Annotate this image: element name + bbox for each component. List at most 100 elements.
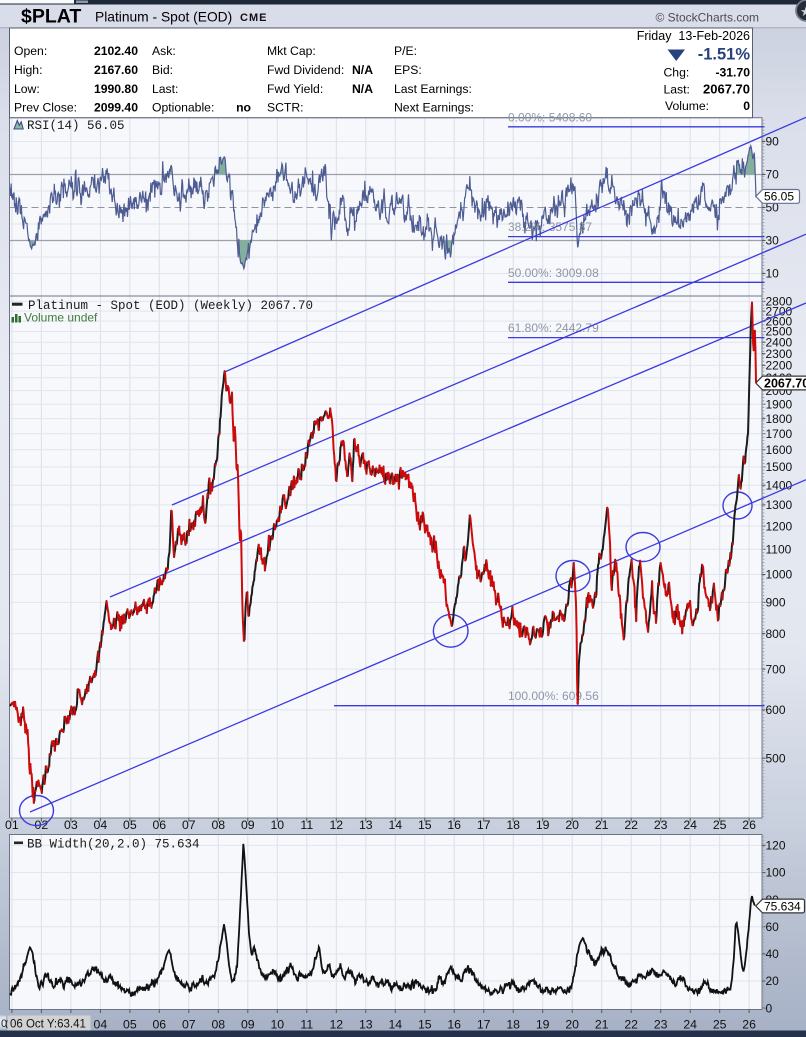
- svg-text:1300: 1300: [766, 498, 793, 512]
- svg-text:50.00%: 3009.08: 50.00%: 3009.08: [508, 266, 599, 280]
- svg-text:38.2%: 3575.37: 38.2%: 3575.37: [508, 220, 592, 234]
- svg-text:26: 26: [742, 818, 756, 832]
- svg-text:08: 08: [211, 818, 225, 832]
- svg-text:11: 11: [300, 1018, 313, 1032]
- svg-text:100.00%: 609.56: 100.00%: 609.56: [508, 689, 599, 703]
- svg-text:2102.40: 2102.40: [94, 44, 138, 58]
- svg-text:© StockCharts.com: © StockCharts.com: [655, 11, 759, 25]
- svg-text:Ask:: Ask:: [152, 44, 176, 58]
- svg-text:Volume:: Volume:: [665, 99, 709, 113]
- svg-text:70: 70: [766, 168, 780, 182]
- svg-text:High:: High:: [14, 63, 42, 77]
- svg-text:Platinum - Spot (EOD): Platinum - Spot (EOD): [95, 10, 232, 25]
- svg-text:23: 23: [654, 818, 668, 832]
- svg-text:10: 10: [766, 267, 780, 281]
- svg-text:2800: 2800: [766, 295, 793, 309]
- svg-text:03: 03: [64, 818, 78, 832]
- svg-text:2400: 2400: [766, 336, 793, 350]
- svg-text:1800: 1800: [766, 412, 793, 426]
- svg-text:13: 13: [359, 1018, 373, 1032]
- svg-text:EPS:: EPS:: [394, 63, 422, 77]
- svg-text:Platinum - Spot (EOD) (Weekly): Platinum - Spot (EOD) (Weekly) 2067.70: [28, 299, 313, 313]
- svg-text:100: 100: [766, 866, 786, 880]
- svg-text:06: 06: [152, 1018, 166, 1032]
- svg-text:30: 30: [766, 234, 780, 248]
- svg-text:2700: 2700: [766, 304, 793, 318]
- svg-text:22: 22: [624, 818, 638, 832]
- svg-text:$PLAT: $PLAT: [21, 6, 81, 28]
- svg-text:600: 600: [766, 703, 786, 717]
- svg-text:56.05: 56.05: [764, 190, 794, 204]
- svg-text:Bid:: Bid:: [152, 63, 173, 77]
- svg-text:21: 21: [595, 818, 609, 832]
- svg-text:09: 09: [241, 818, 255, 832]
- svg-text:Prev Close:: Prev Close:: [14, 101, 77, 115]
- svg-text:06 Oct Y:63.41: 06 Oct Y:63.41: [10, 1019, 86, 1031]
- svg-text:1500: 1500: [766, 460, 793, 474]
- svg-text:-31.70: -31.70: [715, 66, 750, 80]
- svg-text:08: 08: [211, 1018, 225, 1032]
- svg-text:50: 50: [766, 201, 780, 215]
- svg-text:04: 04: [94, 818, 108, 832]
- svg-text:Last:: Last:: [664, 83, 690, 97]
- svg-text:2500: 2500: [766, 325, 793, 339]
- svg-text:12: 12: [329, 1018, 343, 1032]
- svg-text:2167.60: 2167.60: [94, 63, 138, 77]
- svg-text:18: 18: [506, 1018, 520, 1032]
- svg-text:16: 16: [447, 1018, 461, 1032]
- svg-text:17: 17: [477, 1018, 491, 1032]
- svg-text:12: 12: [329, 818, 343, 832]
- svg-text:500: 500: [766, 752, 786, 766]
- svg-text:Last Earnings:: Last Earnings:: [394, 82, 472, 96]
- svg-text:Optionable:: Optionable:: [152, 101, 214, 115]
- svg-text:BB Width(20,2.0) 75.634: BB Width(20,2.0) 75.634: [27, 838, 200, 852]
- svg-text:14: 14: [388, 818, 402, 832]
- svg-text:-1.51%: -1.51%: [698, 46, 751, 64]
- svg-text:700: 700: [766, 662, 786, 676]
- svg-text:Mkt Cap:: Mkt Cap:: [267, 44, 316, 58]
- svg-text:19: 19: [536, 818, 550, 832]
- svg-text:0.00%: 5408.60: 0.00%: 5408.60: [508, 110, 592, 124]
- svg-text:1990.80: 1990.80: [94, 82, 138, 96]
- svg-text:26: 26: [742, 1018, 756, 1032]
- svg-text:09: 09: [241, 1018, 255, 1032]
- svg-text:01: 01: [5, 818, 19, 832]
- svg-text:20: 20: [565, 1018, 579, 1032]
- svg-text:Last:: Last:: [152, 82, 178, 96]
- svg-text:no: no: [236, 101, 251, 115]
- svg-text:SCTR:: SCTR:: [267, 101, 304, 115]
- svg-text:Open:: Open:: [14, 44, 47, 58]
- svg-text:Low:: Low:: [14, 82, 40, 96]
- svg-text:2200: 2200: [766, 359, 793, 373]
- svg-text:1100: 1100: [766, 542, 792, 556]
- svg-text:04: 04: [94, 1018, 108, 1032]
- svg-text:2300: 2300: [766, 347, 793, 361]
- svg-text:RSI(14) 56.05: RSI(14) 56.05: [27, 119, 125, 133]
- svg-text:40: 40: [766, 947, 780, 961]
- svg-text:61.80%: 2442.79: 61.80%: 2442.79: [508, 321, 599, 335]
- svg-text:2067.70: 2067.70: [764, 376, 806, 390]
- svg-text:15: 15: [418, 818, 432, 832]
- svg-text:25: 25: [713, 1018, 727, 1032]
- svg-text:★: ★: [800, 4, 806, 19]
- svg-text:07: 07: [182, 818, 196, 832]
- svg-text:24: 24: [683, 818, 697, 832]
- svg-text:14: 14: [388, 1018, 402, 1032]
- svg-text:Next Earnings:: Next Earnings:: [394, 101, 474, 115]
- svg-text:05: 05: [123, 1018, 137, 1032]
- svg-text:22: 22: [624, 1018, 638, 1032]
- svg-text:1400: 1400: [766, 478, 793, 492]
- svg-text:N/A: N/A: [352, 82, 373, 96]
- svg-text:1000: 1000: [766, 568, 793, 582]
- svg-text:0: 0: [1, 1018, 7, 1030]
- svg-text:1700: 1700: [766, 427, 793, 441]
- svg-text:N/A: N/A: [352, 63, 373, 77]
- svg-text:19: 19: [536, 1018, 550, 1032]
- svg-text:60: 60: [766, 920, 780, 934]
- svg-text:11: 11: [300, 818, 313, 832]
- svg-text:05: 05: [123, 818, 137, 832]
- svg-text:24: 24: [683, 1018, 697, 1032]
- svg-text:1900: 1900: [766, 397, 793, 411]
- svg-text:25: 25: [713, 818, 727, 832]
- svg-text:Volume undef: Volume undef: [24, 311, 98, 325]
